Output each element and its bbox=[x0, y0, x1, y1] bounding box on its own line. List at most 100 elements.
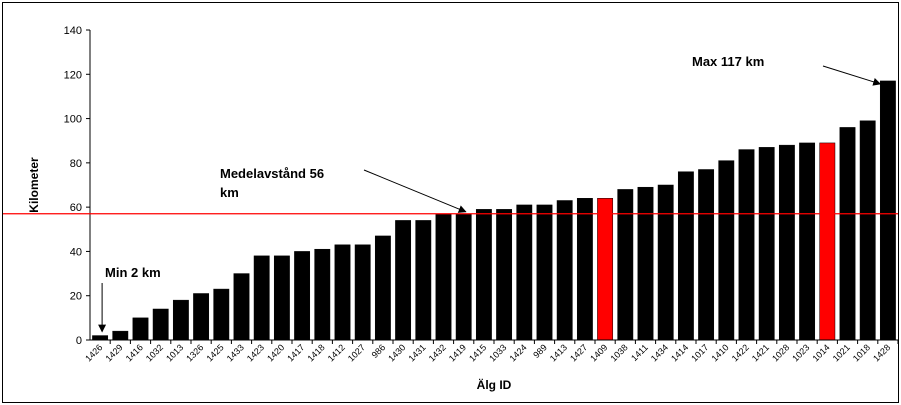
y-tick-label: 0 bbox=[76, 335, 82, 347]
bar bbox=[536, 204, 553, 341]
x-tick-label: 1422 bbox=[730, 342, 751, 363]
x-tick-label: 1434 bbox=[649, 342, 670, 363]
bar bbox=[374, 235, 391, 341]
y-axis: 0 20 40 60 80 100 120 140 bbox=[64, 25, 91, 347]
bar bbox=[879, 80, 896, 341]
bar bbox=[778, 144, 795, 341]
y-tick-label: 40 bbox=[70, 246, 82, 258]
bar bbox=[415, 220, 432, 341]
annotations: Min 2 km Medelavstånd 56 km Max 117 km bbox=[98, 54, 882, 333]
bar bbox=[294, 251, 311, 341]
x-tick-label: 986 bbox=[370, 342, 388, 360]
bar bbox=[455, 213, 472, 341]
bar bbox=[718, 160, 735, 341]
bar bbox=[172, 299, 189, 341]
x-tick-label: 1425 bbox=[204, 342, 225, 363]
x-axis: 1426142914161032101313261425143314231420… bbox=[83, 339, 899, 364]
x-tick-label: 1021 bbox=[831, 342, 852, 363]
x-tick-label: 1426 bbox=[83, 342, 104, 363]
bar bbox=[395, 220, 412, 341]
bar bbox=[496, 209, 513, 341]
bar bbox=[758, 147, 775, 341]
x-tick-label: 1410 bbox=[709, 342, 730, 363]
x-tick-label: 1028 bbox=[770, 342, 791, 363]
bar bbox=[233, 273, 250, 341]
y-tick-label: 140 bbox=[64, 25, 82, 37]
x-tick-label: 1038 bbox=[608, 342, 629, 363]
bar bbox=[435, 213, 452, 341]
x-axis-title: Älg ID bbox=[477, 377, 512, 392]
bar bbox=[273, 255, 290, 341]
bar bbox=[354, 244, 371, 341]
x-tick-label: 1413 bbox=[548, 342, 569, 363]
annotation-mean-line2: km bbox=[220, 185, 239, 200]
x-tick-label: 1014 bbox=[810, 342, 831, 363]
x-tick-label: 1423 bbox=[245, 342, 266, 363]
annotation-max-arrow bbox=[822, 65, 882, 86]
bar bbox=[314, 248, 331, 341]
x-tick-label: 989 bbox=[531, 342, 549, 360]
bar bbox=[698, 169, 715, 341]
x-tick-label: 1013 bbox=[164, 342, 185, 363]
bar bbox=[799, 142, 816, 341]
bar bbox=[617, 189, 634, 341]
x-tick-label: 1428 bbox=[871, 342, 892, 363]
x-tick-label: 1433 bbox=[225, 342, 246, 363]
annotation-mean-arrow bbox=[363, 169, 467, 213]
annotation-max: Max 117 km bbox=[692, 54, 764, 69]
y-axis-title: Kilometer bbox=[27, 157, 41, 213]
x-tick-label: 1416 bbox=[124, 342, 145, 363]
y-tick-label: 120 bbox=[64, 69, 82, 81]
bar-highlighted bbox=[819, 142, 836, 341]
y-tick-label: 100 bbox=[64, 114, 82, 126]
x-tick-label: 1027 bbox=[346, 342, 367, 363]
x-tick-label: 1017 bbox=[689, 342, 710, 363]
x-tick-label: 1419 bbox=[447, 342, 468, 363]
bar bbox=[738, 149, 755, 341]
bar bbox=[112, 330, 129, 341]
bar bbox=[516, 204, 533, 341]
x-tick-label: 1430 bbox=[386, 342, 407, 363]
x-tick-label: 1418 bbox=[305, 342, 326, 363]
x-tick-label: 1326 bbox=[184, 342, 205, 363]
bar-highlighted bbox=[597, 198, 614, 341]
y-tick-label: 60 bbox=[70, 202, 82, 214]
bar bbox=[576, 198, 593, 341]
bar bbox=[213, 288, 230, 341]
bar bbox=[475, 209, 492, 341]
bar bbox=[839, 127, 856, 341]
bars bbox=[92, 80, 896, 341]
x-tick-label: 1420 bbox=[265, 342, 286, 363]
x-tick-label: 1427 bbox=[568, 342, 589, 363]
annotation-min: Min 2 km bbox=[105, 265, 161, 280]
x-tick-label: 1033 bbox=[487, 342, 508, 363]
x-tick-label: 1424 bbox=[507, 342, 528, 363]
bar bbox=[92, 335, 109, 341]
bar bbox=[193, 293, 210, 341]
x-tick-label: 1429 bbox=[103, 342, 124, 363]
bar bbox=[637, 186, 654, 341]
bar bbox=[859, 120, 876, 341]
x-tick-label: 1032 bbox=[144, 342, 165, 363]
annotation-mean-line1: Medelavstånd 56 bbox=[220, 166, 324, 181]
y-tick-label: 80 bbox=[70, 158, 82, 170]
x-tick-label: 1411 bbox=[629, 342, 650, 363]
x-tick-label: 1412 bbox=[326, 342, 347, 363]
x-tick-label: 1414 bbox=[669, 342, 690, 363]
x-tick-label: 1421 bbox=[750, 342, 771, 363]
bar bbox=[556, 200, 573, 341]
bar bbox=[677, 171, 694, 341]
x-tick-label: 1432 bbox=[427, 342, 448, 363]
bar bbox=[253, 255, 270, 341]
bar bbox=[657, 184, 674, 341]
x-tick-label: 1023 bbox=[790, 342, 811, 363]
x-tick-label: 1417 bbox=[285, 342, 306, 363]
y-tick-label: 20 bbox=[70, 291, 82, 303]
x-tick-label: 1431 bbox=[406, 342, 427, 363]
bar bbox=[132, 317, 149, 341]
bar bbox=[152, 308, 169, 341]
x-tick-label: 1409 bbox=[588, 342, 609, 363]
x-tick-label: 1415 bbox=[467, 342, 488, 363]
x-tick-label: 1018 bbox=[851, 342, 872, 363]
